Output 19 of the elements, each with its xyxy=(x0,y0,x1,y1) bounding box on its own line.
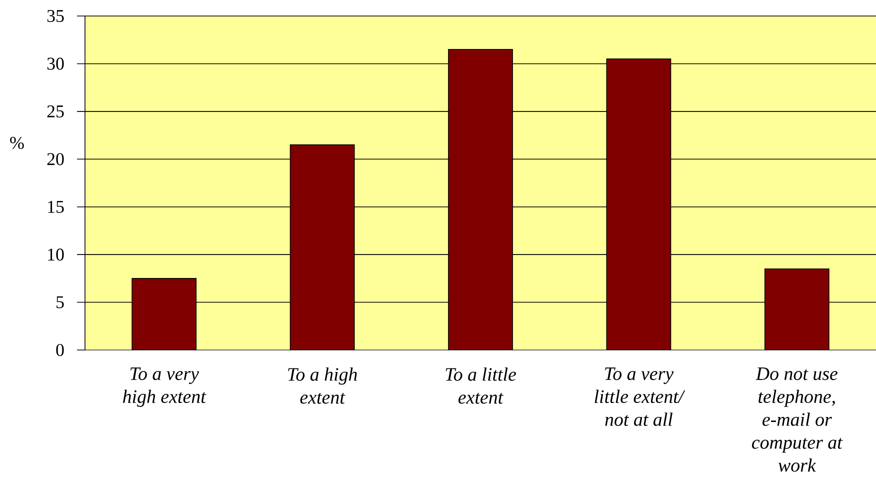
bar xyxy=(448,49,513,350)
y-tick-label: 25 xyxy=(47,105,64,118)
y-tick-label: 10 xyxy=(48,248,64,261)
y-tick-label: 35 xyxy=(47,10,64,22)
bar xyxy=(606,58,672,350)
y-axis-title: % xyxy=(10,136,24,149)
y-tick-label: 5 xyxy=(56,296,64,308)
bar xyxy=(764,268,830,350)
x-tick-label: To a little extent xyxy=(446,368,516,404)
y-tick-label: 20 xyxy=(47,153,64,166)
x-tick-label: Do not use telephone, e-mail or computer at work xyxy=(752,368,843,472)
x-tick-label: To a very little extent/ not at all xyxy=(594,368,686,426)
y-tick-label: 0 xyxy=(56,344,64,356)
x-tick-label: To a high extent xyxy=(288,368,357,404)
x-tick-label: To a very high extent xyxy=(123,368,206,407)
y-tick-label: 15 xyxy=(48,200,64,213)
y-tick-label: 30 xyxy=(47,58,64,70)
bar xyxy=(132,278,197,350)
bar xyxy=(290,144,355,350)
